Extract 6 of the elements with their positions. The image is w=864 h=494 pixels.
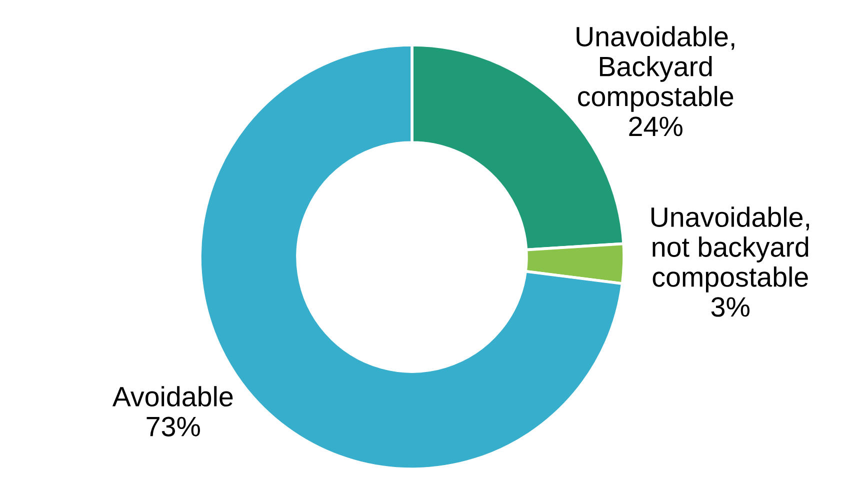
data-label: 73% — [146, 416, 200, 436]
slice-label: Unavoidable, Backyard compostable — [576, 26, 734, 112]
data-label: 3% — [711, 297, 750, 317]
data-label: 24% — [629, 116, 682, 136]
slice-label: Avoidable — [112, 386, 233, 407]
slice-label: Unavoidable, not backyard compostable — [651, 206, 809, 292]
